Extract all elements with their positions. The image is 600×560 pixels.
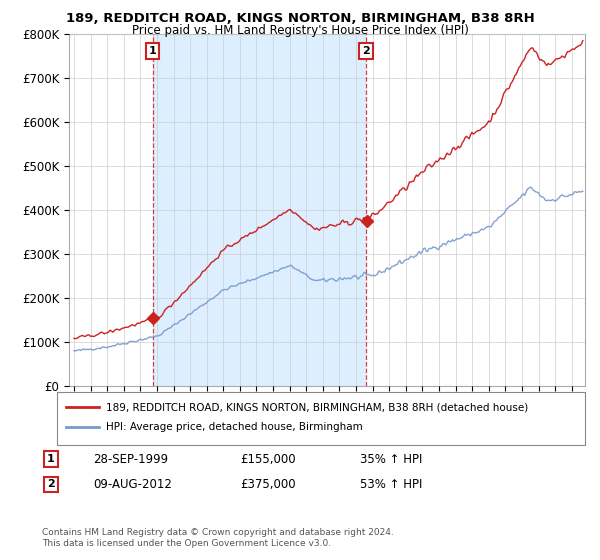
Text: 28-SEP-1999: 28-SEP-1999 <box>93 452 168 466</box>
Text: Contains HM Land Registry data © Crown copyright and database right 2024.
This d: Contains HM Land Registry data © Crown c… <box>42 528 394 548</box>
Text: 1: 1 <box>149 46 157 56</box>
Text: Price paid vs. HM Land Registry's House Price Index (HPI): Price paid vs. HM Land Registry's House … <box>131 24 469 36</box>
Text: 09-AUG-2012: 09-AUG-2012 <box>93 478 172 491</box>
Text: 189, REDDITCH ROAD, KINGS NORTON, BIRMINGHAM, B38 8RH: 189, REDDITCH ROAD, KINGS NORTON, BIRMIN… <box>65 12 535 25</box>
Text: 35% ↑ HPI: 35% ↑ HPI <box>360 452 422 466</box>
Text: 53% ↑ HPI: 53% ↑ HPI <box>360 478 422 491</box>
Text: 1: 1 <box>47 454 55 464</box>
Text: 2: 2 <box>362 46 370 56</box>
Text: HPI: Average price, detached house, Birmingham: HPI: Average price, detached house, Birm… <box>106 422 363 432</box>
Text: £375,000: £375,000 <box>240 478 296 491</box>
Bar <box>153 34 366 386</box>
Text: 2: 2 <box>47 479 55 489</box>
Text: 189, REDDITCH ROAD, KINGS NORTON, BIRMINGHAM, B38 8RH (detached house): 189, REDDITCH ROAD, KINGS NORTON, BIRMIN… <box>106 402 529 412</box>
Text: £155,000: £155,000 <box>240 452 296 466</box>
